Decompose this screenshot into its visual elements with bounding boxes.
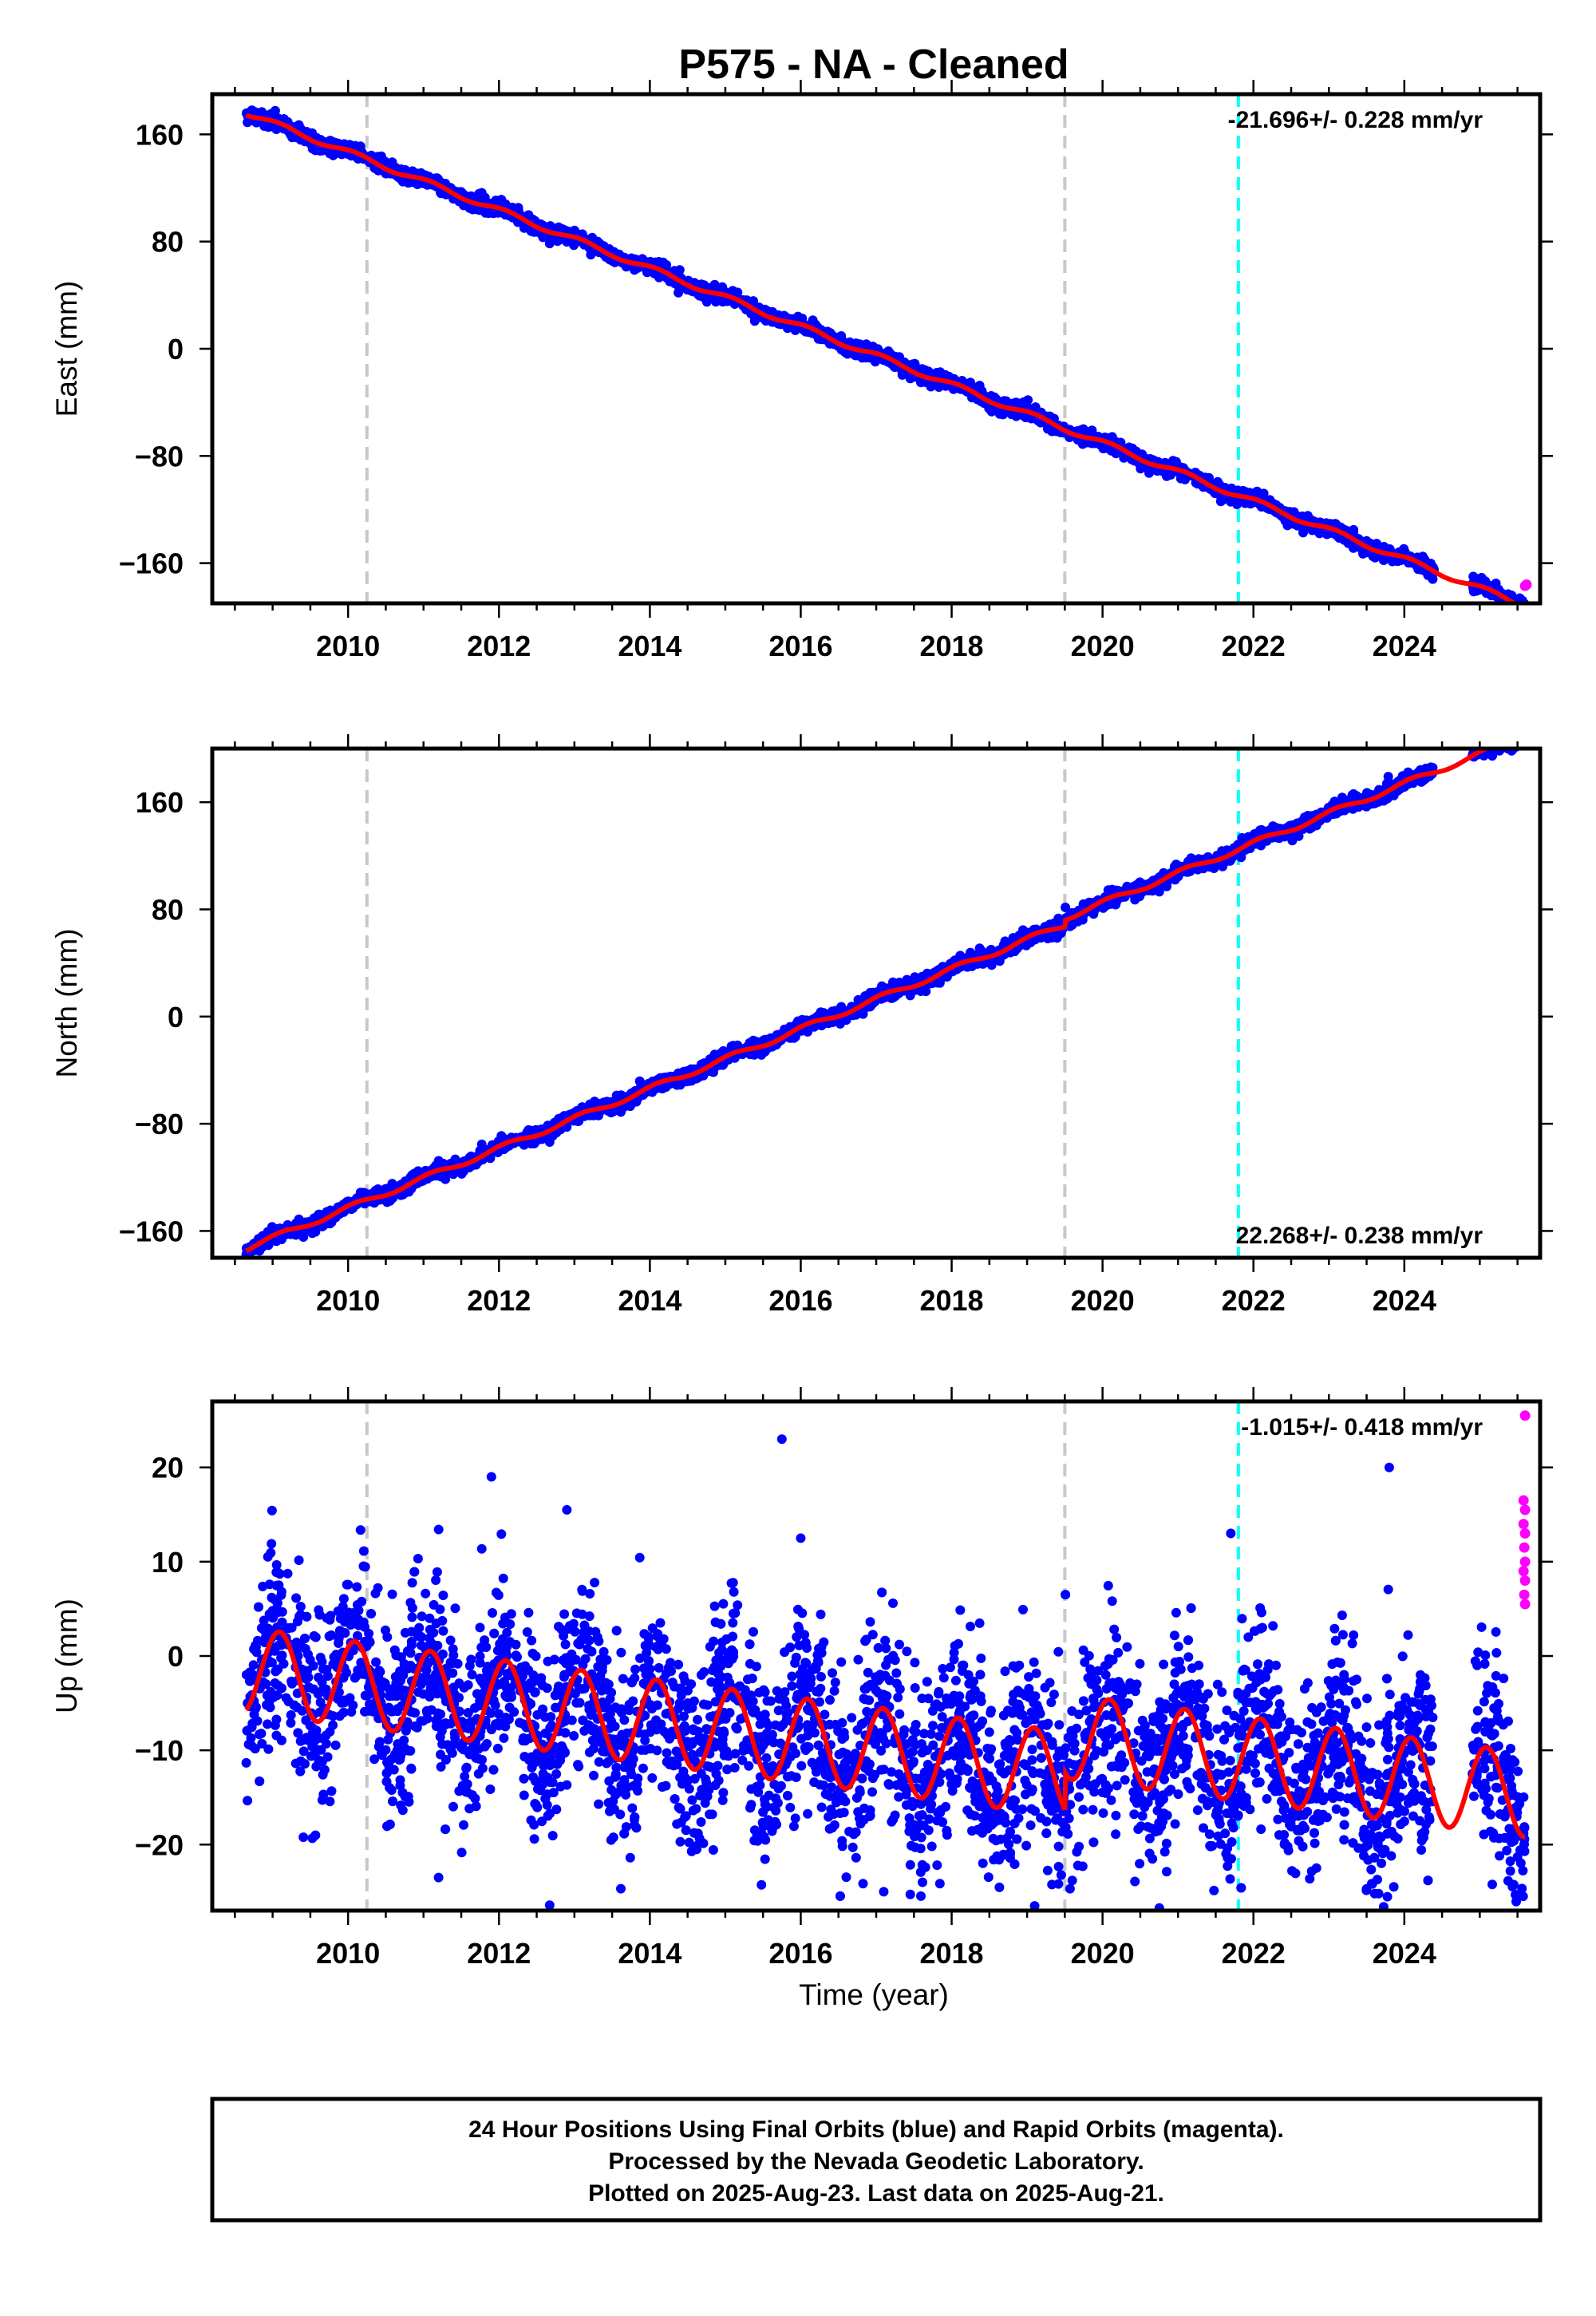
y-tick-label: −160 <box>119 547 184 580</box>
data-point <box>1519 733 1529 743</box>
data-point <box>1042 424 1053 434</box>
data-point <box>1499 737 1508 747</box>
data-point <box>1518 737 1527 747</box>
data-point <box>1491 733 1501 742</box>
data-point <box>1515 605 1524 615</box>
data-point <box>1514 737 1523 746</box>
data-point <box>1499 735 1508 745</box>
x-tick-label: 2022 <box>1222 630 1286 662</box>
x-tick-label: 2018 <box>919 630 983 662</box>
data-point <box>1517 606 1527 615</box>
data-point <box>1499 732 1508 741</box>
data-point <box>1508 733 1518 743</box>
data-point <box>1519 735 1529 745</box>
data-point <box>1502 737 1511 747</box>
east-panel: 2010 2012 2014 2016 2018 2020 2022 2024 160 80 0 −8… <box>50 80 1553 662</box>
rapid-orbit-point <box>1521 579 1532 590</box>
data-point <box>1515 608 1524 618</box>
final-orbit-points <box>241 732 1529 1258</box>
data-point <box>674 287 684 298</box>
data-point <box>1519 734 1528 744</box>
y-tick-label: 80 <box>152 226 184 259</box>
x-tick-label: 2014 <box>618 630 681 662</box>
data-point <box>1011 397 1021 408</box>
data-point <box>544 239 555 249</box>
data-point <box>1518 606 1527 615</box>
data-point <box>1212 476 1223 487</box>
data-point <box>1506 733 1515 743</box>
data-point <box>1511 736 1520 745</box>
y-axis-label: East (mm) <box>50 281 83 417</box>
x-tick-label: 2012 <box>467 630 531 662</box>
data-point <box>1505 736 1515 745</box>
y-tick-label: −80 <box>135 440 184 472</box>
x-tick-label: 2024 <box>1373 630 1436 662</box>
data-point <box>1511 604 1520 614</box>
velocity-annotation: -21.696+/- 0.228 mm/yr <box>1228 107 1483 133</box>
data-point <box>1510 733 1519 742</box>
data-point <box>1515 605 1524 615</box>
y-tick-label: 160 <box>136 118 184 151</box>
x-tick-label: 2016 <box>768 630 832 662</box>
north-panel: 2010 2012 2014 2016 2018 2020 2022 2024160800−8… <box>50 732 1553 1317</box>
data-point <box>1515 733 1524 743</box>
data-point <box>1507 736 1517 745</box>
data-point <box>1215 496 1226 507</box>
data-point <box>630 265 640 275</box>
y-tick-label: 0 <box>168 333 184 366</box>
data-point <box>1499 737 1508 747</box>
data-point <box>1500 737 1510 746</box>
x-tick-label: 2010 <box>316 630 380 662</box>
data-point <box>986 406 997 417</box>
x-tick-label: 2020 <box>1071 630 1135 662</box>
data-point <box>1503 738 1513 748</box>
chart-title: P575 - NA - Cleaned <box>678 41 1069 88</box>
